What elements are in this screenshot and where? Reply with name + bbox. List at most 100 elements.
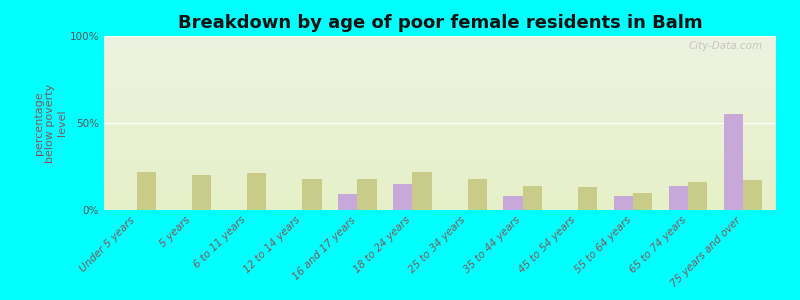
Bar <box>104 141 776 142</box>
Bar <box>104 59 776 60</box>
Bar <box>104 94 776 95</box>
Bar <box>633 193 652 210</box>
Bar <box>104 55 776 56</box>
Bar <box>104 122 776 123</box>
Bar <box>724 114 743 210</box>
Bar <box>104 52 776 53</box>
Bar <box>104 199 776 200</box>
Bar <box>104 176 776 177</box>
Bar <box>104 54 776 55</box>
Bar <box>104 108 776 109</box>
Bar <box>104 96 776 97</box>
Bar <box>104 88 776 89</box>
Bar <box>104 209 776 210</box>
Bar <box>104 95 776 96</box>
Bar <box>104 42 776 43</box>
Bar <box>104 171 776 172</box>
Bar <box>522 186 542 210</box>
Bar <box>104 90 776 91</box>
Text: City-Data.com: City-Data.com <box>689 41 762 51</box>
Bar <box>104 152 776 153</box>
Bar <box>104 125 776 126</box>
Bar <box>104 36 776 37</box>
Bar <box>104 170 776 171</box>
Title: Breakdown by age of poor female residents in Balm: Breakdown by age of poor female resident… <box>178 14 702 32</box>
Bar <box>104 87 776 88</box>
Bar <box>104 129 776 130</box>
Bar <box>104 186 776 187</box>
Bar <box>104 202 776 203</box>
Bar <box>104 138 776 139</box>
Bar <box>104 191 776 192</box>
Bar <box>104 190 776 191</box>
Bar <box>104 187 776 188</box>
Bar <box>104 97 776 98</box>
Bar <box>104 193 776 194</box>
Bar <box>104 172 776 173</box>
Bar <box>104 151 776 152</box>
Bar <box>104 182 776 183</box>
Bar <box>104 49 776 50</box>
Bar <box>104 165 776 166</box>
Bar <box>104 116 776 117</box>
Bar <box>104 164 776 165</box>
Bar <box>104 66 776 67</box>
Bar <box>104 197 776 198</box>
Bar <box>104 100 776 101</box>
Bar <box>104 124 776 125</box>
Bar <box>104 204 776 205</box>
Bar <box>104 160 776 161</box>
Bar <box>104 208 776 209</box>
Bar <box>104 146 776 147</box>
Bar <box>104 119 776 120</box>
Bar <box>467 179 487 210</box>
Bar <box>104 120 776 121</box>
Bar <box>104 44 776 45</box>
Bar <box>104 75 776 76</box>
Bar <box>104 106 776 107</box>
Bar <box>104 148 776 149</box>
Bar <box>104 156 776 157</box>
Bar <box>104 45 776 46</box>
Bar <box>104 196 776 197</box>
Bar <box>104 137 776 138</box>
Bar <box>104 102 776 103</box>
Bar <box>104 115 776 116</box>
Bar <box>104 131 776 132</box>
Bar <box>192 175 211 210</box>
Bar <box>104 127 776 128</box>
Bar <box>104 79 776 80</box>
Bar <box>104 157 776 158</box>
Bar <box>104 61 776 62</box>
Bar <box>104 155 776 156</box>
Bar <box>104 166 776 167</box>
Bar <box>104 180 776 181</box>
Bar <box>104 153 776 154</box>
Bar <box>669 186 688 210</box>
Bar <box>104 140 776 141</box>
Bar <box>104 161 776 162</box>
Bar <box>503 196 522 210</box>
Bar <box>302 179 322 210</box>
Bar <box>104 203 776 204</box>
Bar <box>104 83 776 84</box>
Bar <box>104 134 776 135</box>
Bar <box>104 142 776 143</box>
Bar <box>104 101 776 102</box>
Bar <box>104 163 776 164</box>
Bar <box>338 194 358 210</box>
Bar <box>104 121 776 122</box>
Bar <box>104 126 776 127</box>
Bar <box>104 109 776 110</box>
Bar <box>104 72 776 73</box>
Bar <box>104 103 776 104</box>
Y-axis label: percentage
below poverty
level: percentage below poverty level <box>34 83 67 163</box>
Bar <box>104 181 776 182</box>
Bar <box>104 57 776 58</box>
Bar <box>358 179 377 210</box>
Bar <box>104 192 776 193</box>
Bar <box>104 167 776 168</box>
Bar <box>104 173 776 174</box>
Bar <box>104 40 776 41</box>
Bar <box>104 104 776 105</box>
